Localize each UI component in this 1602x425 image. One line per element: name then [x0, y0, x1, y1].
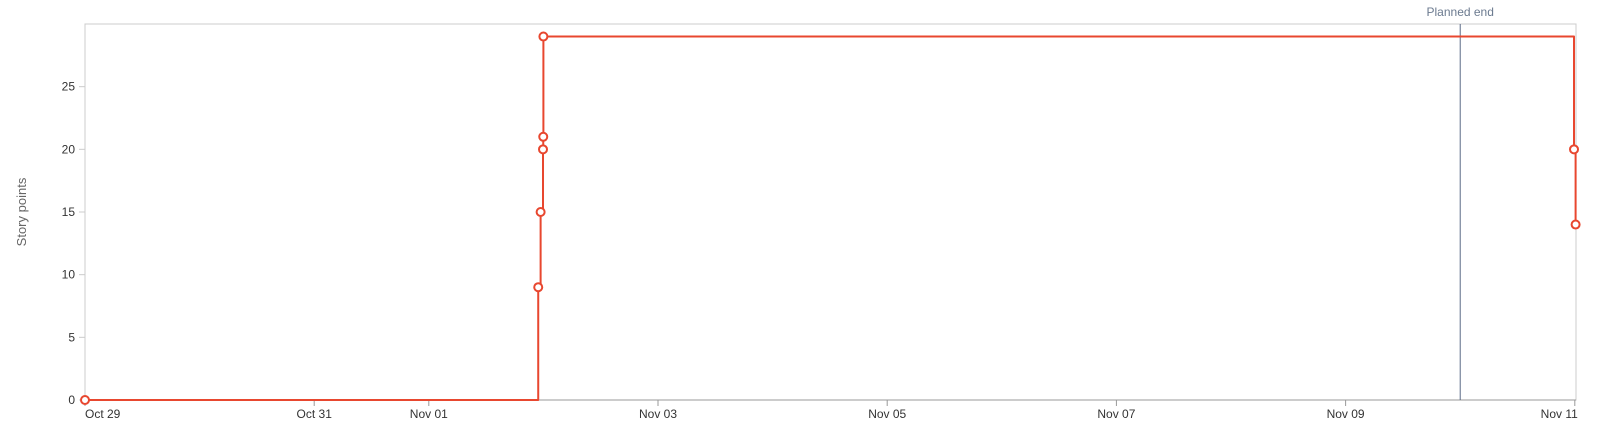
x-tick-label: Nov 11	[1541, 407, 1578, 421]
y-tick-label: 15	[62, 205, 76, 219]
series-line	[85, 35, 1577, 401]
y-tick-label: 10	[62, 268, 76, 282]
y-tick-label: 0	[68, 393, 75, 407]
x-tick-label: Oct 29	[85, 407, 121, 421]
data-point	[538, 131, 549, 142]
x-tick-label: Oct 31	[297, 407, 333, 421]
data-point	[533, 282, 544, 293]
data-point	[1569, 144, 1580, 155]
y-tick-label: 5	[68, 330, 75, 344]
x-tick-label: Nov 09	[1327, 407, 1365, 421]
annotations: Planned end	[1427, 5, 1494, 400]
x-axis: Oct 29 Oct 31 Nov 01 Nov 03 Nov 05 Nov 07 Nov …	[84, 399, 1578, 421]
data-point	[1570, 219, 1581, 230]
y-axis: 0 5 10 15 20 25	[62, 80, 85, 407]
x-tick-label: Nov 05	[868, 407, 906, 421]
data-point	[538, 31, 549, 42]
y-tick-label: 20	[62, 142, 76, 156]
x-tick-label: Nov 07	[1097, 407, 1135, 421]
x-tick-label: Nov 03	[639, 407, 677, 421]
plot-border	[84, 23, 1577, 401]
data-point	[538, 144, 549, 155]
data-point	[535, 207, 546, 217]
planned-end-label: Planned end	[1427, 5, 1494, 19]
series-group	[80, 31, 1581, 405]
data-point	[80, 395, 90, 405]
y-axis-title: Story points	[14, 177, 29, 246]
y-tick-label: 25	[62, 80, 76, 94]
x-tick-label: Nov 01	[410, 407, 448, 421]
